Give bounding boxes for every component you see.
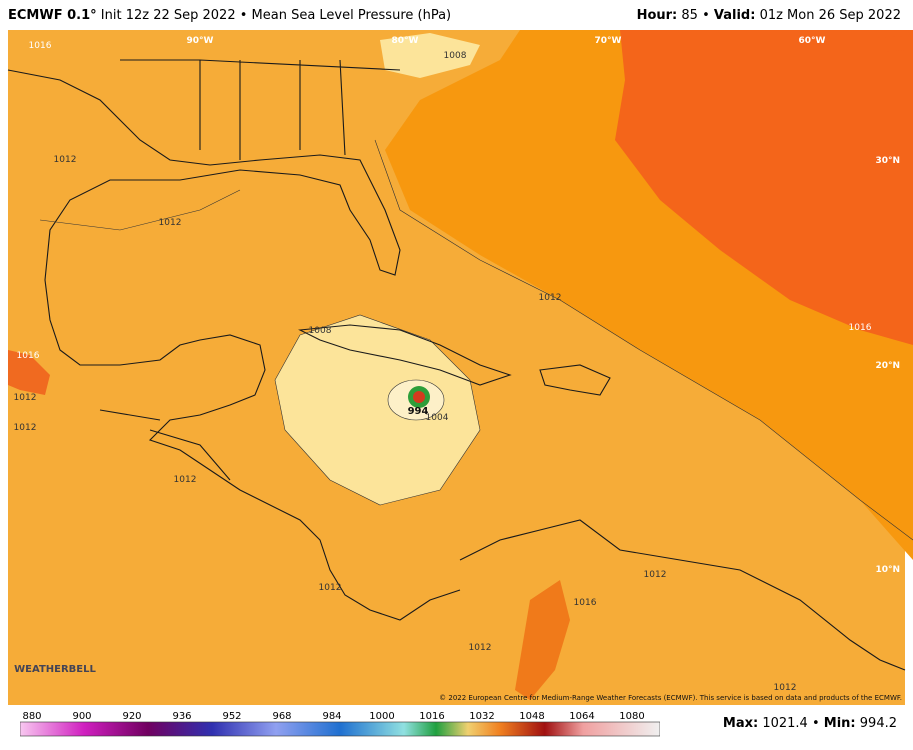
contour-label: 1016 — [574, 598, 597, 608]
header: ECMWF 0.1° Init 12z 22 Sep 2022 • Mean S… — [0, 0, 913, 30]
copyright: © 2022 European Centre for Medium-Range … — [439, 694, 902, 702]
contour-label: 994 — [408, 406, 429, 417]
contour-label: 1012 — [174, 475, 197, 485]
valid: 01z Mon 26 Sep 2022 — [759, 8, 901, 23]
border — [120, 59, 401, 160]
latitude-label: 10°N — [875, 565, 900, 575]
logo: WEATHERBELL — [14, 664, 96, 675]
colorbar-label: 1016 — [419, 711, 444, 722]
min-label: Min: — [823, 716, 856, 731]
longitude-label: 80°W — [392, 36, 419, 46]
colorbar-label: 936 — [172, 711, 191, 722]
contour-label: 1004 — [426, 413, 449, 423]
isobars — [39, 139, 913, 541]
labels: 90°W 80°W 70°W 60°W 30°N 20°N 10°N 1016 1012 1012… — [14, 36, 902, 702]
field-1008 — [380, 33, 480, 78]
coastline — [459, 519, 906, 671]
contour-label: 1012 — [644, 570, 667, 580]
colorbar-label: 1080 — [619, 711, 644, 722]
min: 994.2 — [859, 716, 897, 731]
hour-label: Hour: — [636, 8, 678, 23]
field-1008 — [274, 314, 481, 506]
contour-label: 1012 — [54, 155, 77, 165]
contour-label: 1016 — [29, 41, 52, 51]
colorbar-label: 880 — [22, 711, 41, 722]
coastline — [7, 69, 461, 621]
coastlines — [7, 59, 906, 671]
colorbar-label: 1032 — [469, 711, 494, 722]
colorbar-ramp — [20, 721, 660, 737]
colorbar-label: 1064 — [569, 711, 594, 722]
colorbar-label: 900 — [72, 711, 91, 722]
colorbar: 880 900 920 936 952 968 984 1000 1016 1032 1048 106… — [20, 711, 660, 737]
coastline — [298, 324, 512, 386]
max: 1021.4 • — [762, 716, 820, 731]
contour-label: 1008 — [309, 326, 332, 336]
subtitle: Init 12z 22 Sep 2022 • Mean Sea Level Pr… — [100, 8, 452, 23]
contour-label: 1012 — [14, 393, 37, 403]
hour: 85 • — [681, 8, 710, 23]
longitude-label: 70°W — [595, 36, 622, 46]
latitude-label: 20°N — [875, 361, 900, 371]
contour-label: 1016 — [849, 323, 872, 333]
border — [99, 409, 231, 481]
contour-label: 1012 — [774, 683, 797, 693]
contour-label: 1016 — [17, 351, 40, 361]
longitude-label: 90°W — [187, 36, 214, 46]
colorbar-label: 968 — [272, 711, 291, 722]
contour-label: 1012 — [469, 643, 492, 653]
max-label: Max: — [722, 716, 759, 731]
coastline — [539, 364, 611, 396]
field-1016 — [8, 350, 50, 395]
colorbar-label: 984 — [322, 711, 341, 722]
map: 90°W 80°W 70°W 60°W 30°N 20°N 10°N 1016 1012 1012… — [7, 30, 913, 705]
latitude-label: 30°N — [875, 156, 900, 166]
contour-label: 1012 — [539, 293, 562, 303]
valid-label: Valid: — [713, 8, 756, 23]
contour-label: 1012 — [14, 423, 37, 433]
footer: Max: 1021.4 • Min: 994.2 — [723, 716, 897, 731]
contour-label: 1012 — [319, 583, 342, 593]
isobar — [39, 189, 241, 231]
field-1016 — [515, 580, 570, 700]
isobar — [374, 139, 913, 541]
field-1020 — [615, 30, 913, 345]
colorbar-label: 1000 — [369, 711, 394, 722]
low-core — [413, 391, 425, 403]
title: ECMWF 0.1° Init 12z 22 Sep 2022 • Mean S… — [8, 8, 451, 23]
colorbar-label: 920 — [122, 711, 141, 722]
model: ECMWF 0.1° — [8, 8, 97, 23]
valid-time: Hour: 85 • Valid: 01z Mon 26 Sep 2022 — [637, 8, 901, 23]
longitude-label: 60°W — [799, 36, 826, 46]
field-1020 — [878, 36, 905, 52]
contour-label: 1008 — [444, 51, 467, 61]
colorbar-label: 952 — [222, 711, 241, 722]
colorbar-label: 1048 — [519, 711, 544, 722]
contour-label: 1012 — [159, 218, 182, 228]
